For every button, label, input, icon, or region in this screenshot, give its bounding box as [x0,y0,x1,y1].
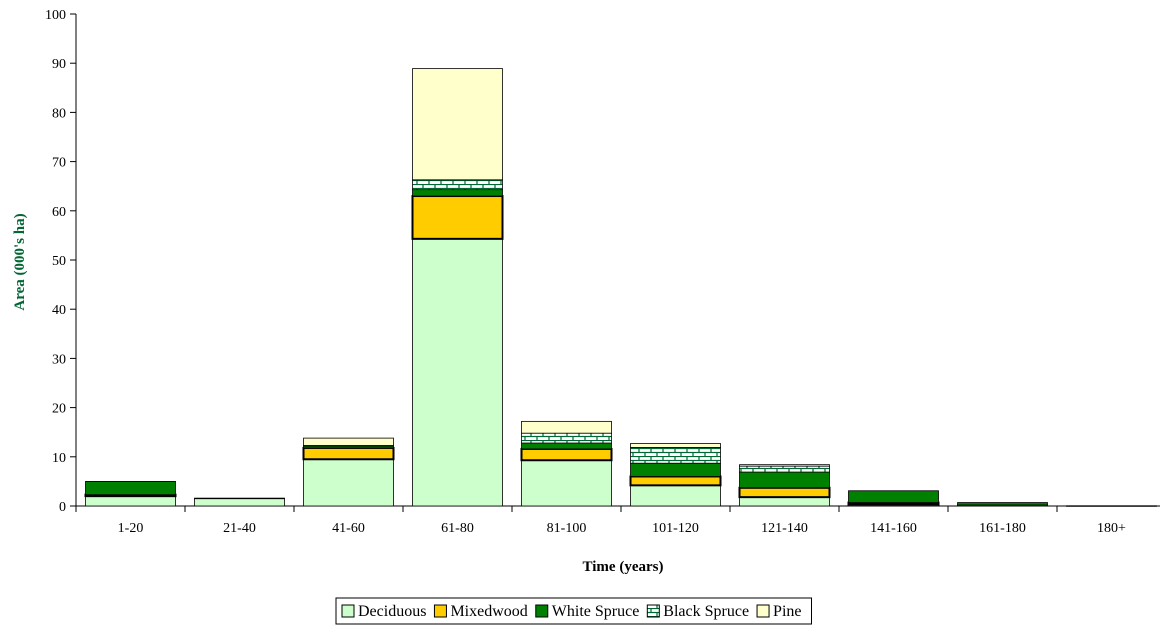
y-tick-label: 60 [52,205,66,220]
bar-segment-white-spruce [521,442,612,450]
legend: Deciduous Mixedwood White Spruce Black Spru… [335,597,812,625]
bar-segment-mixedwood [411,195,504,240]
y-axis-title: Area (000's ha) [12,213,28,310]
bar-segment-white-spruce [85,480,176,496]
bar-segment-pine [630,443,721,448]
bar-segment-deciduous [1066,505,1157,507]
bars [84,68,1157,507]
y-tick-label: 10 [52,451,66,466]
y-tick-label: 70 [52,156,66,171]
bar-segment-deciduous [412,238,503,507]
x-tick-label: 41-60 [332,521,365,536]
y-axis-ticks: 0 10 20 30 40 50 60 70 80 90 100 [45,8,76,515]
x-axis-title: Time (years) [583,559,664,575]
y-tick-label: 80 [52,106,66,121]
bar-segment-deciduous [303,458,394,507]
x-tick-label: 61-80 [441,521,474,536]
bar-segment-black-spruce [630,447,721,464]
legend-label: Mixedwood [450,603,527,620]
x-tick-label: 81-100 [547,521,587,536]
x-tick-label: 121-140 [761,521,808,536]
y-tick-label: 0 [59,500,66,515]
bar-segment-pine [412,68,503,181]
x-tick-label: 161-180 [979,521,1026,536]
legend-items: Deciduous Mixedwood White Spruce Black Spru… [341,603,802,620]
x-tick-label: 141-160 [870,521,917,536]
bar-segment-mixedwood [302,446,395,461]
y-tick-label: 100 [45,8,66,23]
plot-area [75,14,1160,507]
legend-swatch-icon [433,604,447,618]
x-tick-label: 21-40 [223,521,256,536]
bar-segment-mixedwood [629,475,722,487]
legend-swatch-icon [341,604,355,618]
y-tick-label: 90 [52,57,66,72]
legend-swatch-icon [756,604,770,618]
legend-label: Black Spruce [663,603,749,620]
x-tick-label: 180+ [1097,521,1126,536]
bar-segment-pine [303,437,394,446]
bar-segment-pine [521,420,612,434]
y-tick-label: 20 [52,402,66,417]
bar-segment-white-spruce [194,497,285,500]
legend-box [335,597,812,625]
x-axis-ticks: 1-20 21-40 41-60 61-80 81-100 101-120 121-140 1… [75,506,1126,536]
legend-label: Pine [773,603,801,620]
bar-segment-mixedwood [738,486,831,499]
legend-swatch-icon [646,604,660,618]
bar-segment-deciduous [85,495,176,507]
bar-segment-deciduous [521,459,612,507]
bar-segment-pine [739,464,830,467]
bar-segment-white-spruce [739,471,830,489]
bar-segment-white-spruce [630,462,721,477]
bar-segment-black-spruce [412,179,503,191]
bar-segment-black-spruce [739,465,830,473]
bar-segment-deciduous [194,498,285,507]
bar-segment-black-spruce [521,432,612,444]
y-tick-label: 30 [52,352,66,367]
y-tick-label: 40 [52,303,66,318]
y-tick-label: 50 [52,254,66,269]
legend-label: Deciduous [358,603,426,620]
x-tick-label: 1-20 [118,521,144,536]
bar-segment-deciduous [630,484,721,507]
legend-swatch-icon [535,604,549,618]
bar-segment-white-spruce [412,189,503,197]
bar-segment-white-spruce [848,490,939,503]
legend-label: White Spruce [552,603,640,620]
x-tick-label: 101-120 [652,521,699,536]
bar-segment-mixedwood [520,447,613,462]
bar-segment-white-spruce [957,502,1048,506]
bar-segment-deciduous [739,496,830,507]
